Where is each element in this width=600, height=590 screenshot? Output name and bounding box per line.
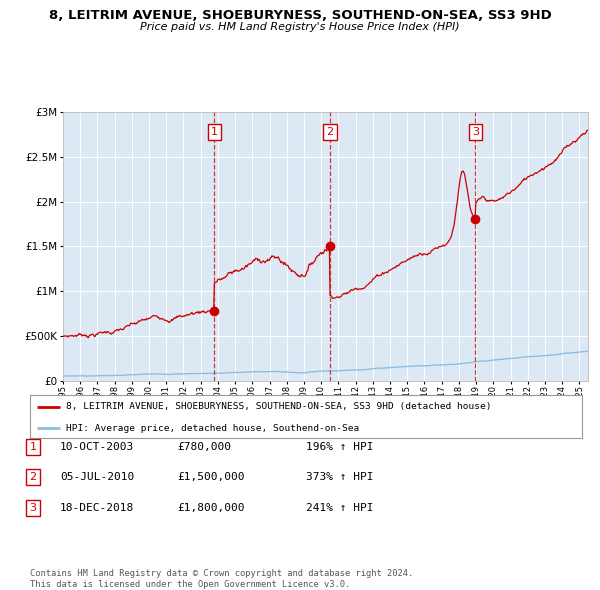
Text: 1: 1 [29,442,37,451]
Text: 2: 2 [326,127,334,137]
Text: 18-DEC-2018: 18-DEC-2018 [60,503,134,513]
Text: 05-JUL-2010: 05-JUL-2010 [60,473,134,482]
Text: 10-OCT-2003: 10-OCT-2003 [60,442,134,451]
Text: 2: 2 [29,473,37,482]
Text: 8, LEITRIM AVENUE, SHOEBURYNESS, SOUTHEND-ON-SEA, SS3 9HD: 8, LEITRIM AVENUE, SHOEBURYNESS, SOUTHEN… [49,9,551,22]
Text: 3: 3 [29,503,37,513]
Text: 3: 3 [472,127,479,137]
Text: £780,000: £780,000 [177,442,231,451]
Text: 8, LEITRIM AVENUE, SHOEBURYNESS, SOUTHEND-ON-SEA, SS3 9HD (detached house): 8, LEITRIM AVENUE, SHOEBURYNESS, SOUTHEN… [66,402,491,411]
Text: £1,800,000: £1,800,000 [177,503,245,513]
Text: 196% ↑ HPI: 196% ↑ HPI [306,442,373,451]
Text: HPI: Average price, detached house, Southend-on-Sea: HPI: Average price, detached house, Sout… [66,424,359,433]
Text: Contains HM Land Registry data © Crown copyright and database right 2024.
This d: Contains HM Land Registry data © Crown c… [30,569,413,589]
Text: Price paid vs. HM Land Registry's House Price Index (HPI): Price paid vs. HM Land Registry's House … [140,22,460,32]
Text: 373% ↑ HPI: 373% ↑ HPI [306,473,373,482]
Text: £1,500,000: £1,500,000 [177,473,245,482]
Text: 1: 1 [211,127,218,137]
Text: 241% ↑ HPI: 241% ↑ HPI [306,503,373,513]
